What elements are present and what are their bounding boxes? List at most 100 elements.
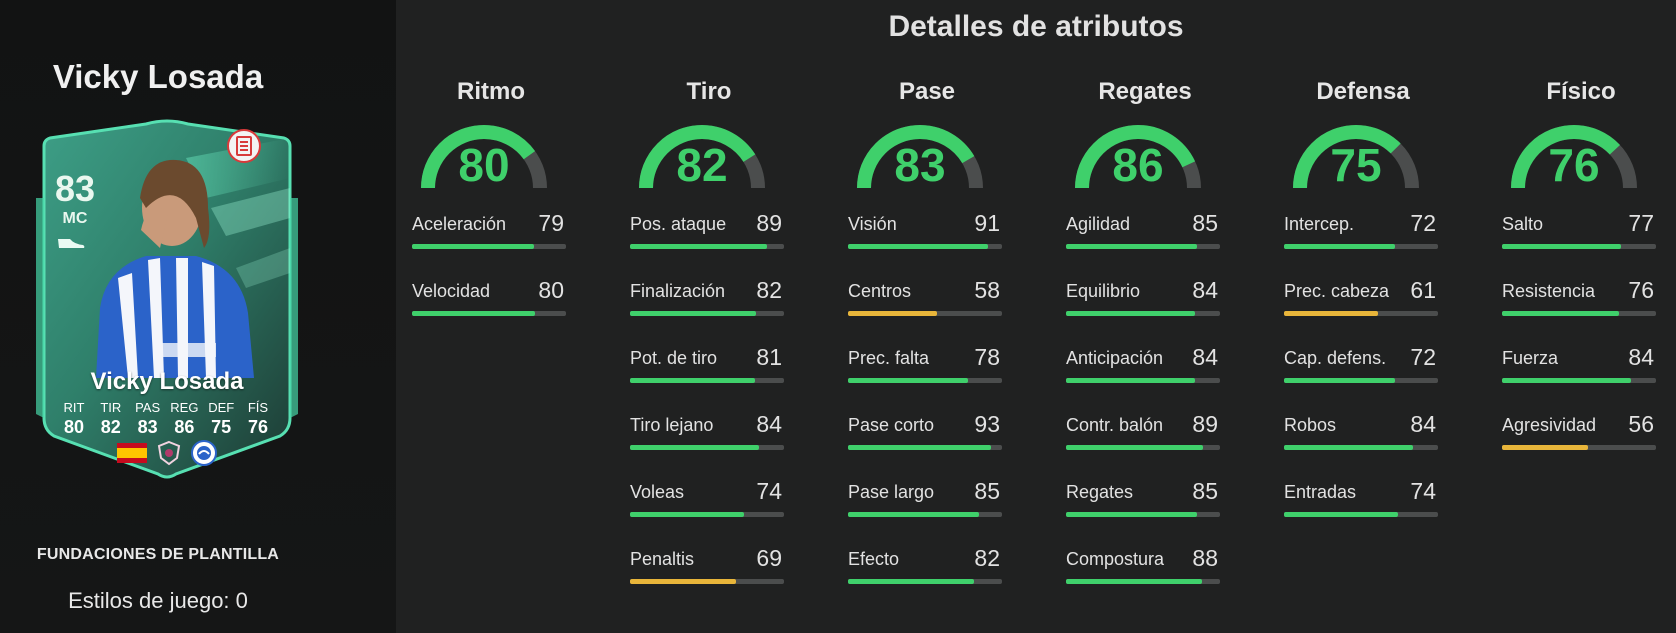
attribute-bar-fill (1502, 244, 1621, 249)
attribute-value: 93 (974, 411, 1000, 437)
attribute-name: Finalización (630, 281, 726, 301)
attribute-bar-fill (630, 378, 755, 383)
card-stat-tir: TIR 82 (93, 400, 129, 438)
category-gauge: 80 (404, 116, 564, 194)
card-stat-label: REG (170, 400, 199, 415)
attribute-list: Salto 77 Resistencia 76 Fuerza 84 Agresividad 5… (1494, 202, 1656, 470)
attribute-row: Finalización 82 (622, 269, 784, 336)
card-stat-value: 76 (247, 417, 268, 437)
attribute-list: Visión 91 Centros 58 Prec. falta 78 Pase corto… (840, 202, 1002, 604)
attribute-bar (1284, 445, 1438, 450)
document-icon[interactable] (226, 128, 262, 164)
attribute-row: Tiro lejano 84 (622, 403, 784, 470)
gauge-fill (1075, 125, 1201, 189)
category-5: Físico 76 Salto 77 Resistencia 76 Fuerza 84 Agre… (1494, 78, 1656, 470)
card-stat-value: 75 (211, 417, 232, 437)
attribute-value: 85 (1192, 210, 1218, 236)
attribute-bar (412, 311, 566, 316)
attribute-value: 72 (1410, 344, 1436, 370)
attribute-name: Cap. defens. (1284, 348, 1387, 368)
attribute-value: 84 (756, 411, 782, 437)
category-value: 75 (1330, 139, 1382, 191)
attribute-row: Resistencia 76 (1494, 269, 1656, 336)
attribute-row: Anticipación 84 (1058, 336, 1220, 403)
attribute-bar-fill (630, 445, 760, 450)
attribute-bar-fill (848, 445, 992, 450)
card-player-name: Vicky Losada (90, 368, 244, 395)
attribute-name: Robos (1284, 415, 1337, 435)
attribute-row: Visión 91 (840, 202, 1002, 269)
attribute-value: 81 (756, 344, 782, 370)
category-name: Ritmo (457, 78, 525, 105)
attribute-row: Contr. balón 89 (1058, 403, 1220, 470)
attribute-bar-fill (1284, 378, 1395, 383)
attribute-bar (1284, 244, 1438, 249)
attribute-value: 78 (974, 344, 1000, 370)
attribute-name: Penaltis (630, 549, 695, 569)
attribute-bar (630, 579, 784, 584)
card-stat-reg: REG 86 (166, 400, 202, 438)
attribute-bar (1502, 244, 1656, 249)
card-stat-pas: PAS 83 (130, 400, 166, 438)
attribute-value: 77 (1628, 210, 1654, 236)
attribute-name: Anticipación (1066, 348, 1164, 368)
attribute-row: Aceleración 79 (404, 202, 566, 269)
attribute-bar (848, 445, 1002, 450)
attribute-bar (1284, 512, 1438, 517)
attribute-bar-fill (630, 311, 757, 316)
attribute-value: 84 (1628, 344, 1654, 370)
attribute-name: Visión (848, 214, 897, 234)
player-name-heading: Vicky Losada (52, 58, 264, 95)
category-name: Tiro (686, 78, 732, 105)
attribute-value: 61 (1410, 277, 1436, 303)
category-gauge: 86 (1058, 116, 1218, 194)
category-value: 86 (1112, 139, 1164, 191)
attribute-row: Prec. cabeza 61 (1276, 269, 1438, 336)
attribute-bar (412, 244, 566, 249)
attribute-value: 72 (1410, 210, 1436, 236)
attributes-panel (396, 0, 1676, 633)
gauge-arc (1293, 125, 1419, 189)
player-card[interactable]: 83 MC Vicky Losada RIT 80 TIR 82 PAS 83 (36, 118, 298, 483)
attribute-value: 82 (756, 277, 782, 303)
attribute-bar (630, 445, 784, 450)
attribute-row: Agresividad 56 (1494, 403, 1656, 470)
attribute-bar-fill (848, 378, 969, 383)
category-value: 76 (1548, 139, 1600, 191)
attribute-name: Pot. de tiro (630, 348, 718, 368)
attribute-name: Tiro lejano (630, 415, 714, 435)
card-stat-label: PAS (135, 400, 161, 415)
attribute-name: Voleas (630, 482, 685, 502)
gauge-arc (857, 125, 983, 189)
card-stat-label: RIT (63, 400, 85, 415)
attribute-value: 80 (538, 277, 564, 303)
attribute-bar (630, 244, 784, 249)
category-gauge: 76 (1494, 116, 1654, 194)
boot-icon (58, 239, 85, 248)
gauge-fill (857, 125, 983, 189)
category-name: Regates (1098, 78, 1192, 105)
attribute-bar-fill (1284, 244, 1395, 249)
attribute-row: Compostura 88 (1058, 537, 1220, 604)
attribute-list: Agilidad 85 Equilibrio 84 Anticipación 84 Cont… (1058, 202, 1220, 604)
attribute-bar-fill (1502, 311, 1620, 316)
attribute-name: Pase largo (848, 482, 935, 502)
attribute-row: Entradas 74 (1276, 470, 1438, 537)
gauge-arc (1075, 125, 1201, 189)
attribute-bar (1284, 378, 1438, 383)
attribute-value: 91 (974, 210, 1000, 236)
attribute-value: 89 (756, 210, 782, 236)
attribute-bar (630, 311, 784, 316)
attribute-bar (848, 244, 1002, 249)
attribute-bar-fill (1284, 512, 1398, 517)
attribute-name: Equilibrio (1066, 281, 1141, 301)
category-gauge: 75 (1276, 116, 1436, 194)
card-stat-label: FÍS (247, 400, 269, 415)
attribute-bar (848, 512, 1002, 517)
attribute-row: Voleas 74 (622, 470, 784, 537)
attribute-bar-fill (1066, 311, 1196, 316)
attribute-name: Intercep. (1284, 214, 1355, 234)
attribute-bar-fill (848, 512, 979, 517)
attribute-bar (1066, 311, 1220, 316)
category-name: Defensa (1316, 78, 1410, 105)
